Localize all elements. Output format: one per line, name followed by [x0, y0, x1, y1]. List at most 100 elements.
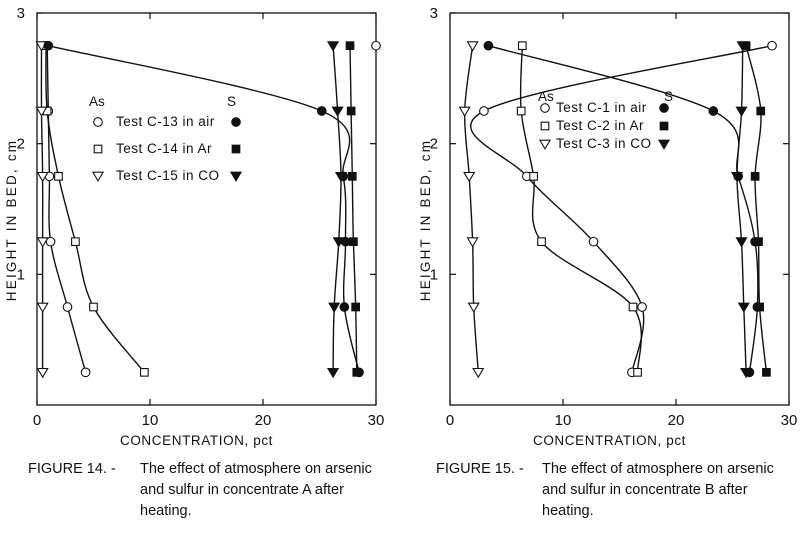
figure-14-chart: 0 10 20 30 1 2 3 CONCENTRATION, pct HEIGHT IN BE…	[4, 5, 384, 448]
figure-15-data-point-s-2	[739, 367, 753, 379]
figure-14-caption-text: The effect of atmosphere on arsenic and …	[140, 461, 372, 519]
figure-15-data-point-s-1	[750, 171, 760, 181]
figure-15-y-tick-label: 3	[430, 5, 438, 22]
figure-15-data-point-as-0	[767, 40, 777, 51]
figure-14-data-point-s-1	[349, 237, 358, 247]
figure-15-y-axis-label: HEIGHT IN BED, cm	[418, 139, 433, 301]
figure-15-data-point-as-1	[633, 367, 642, 377]
figure-14-series-line-as-0	[46, 45, 87, 373]
figure-14-data-point-as-0	[62, 302, 73, 312]
figure-15-legend-s-marker	[659, 121, 669, 131]
figure-14-x-tick-label: 0	[33, 412, 41, 429]
figure-15-data-point-as-1	[628, 302, 638, 312]
figure-15-data-point-as-0	[588, 236, 599, 247]
figure-15-data-point-as-2	[466, 237, 479, 248]
figure-15-data-point-s-2	[735, 237, 748, 248]
figure-14-y-tick-label: 3	[17, 5, 25, 22]
figure-15-legend-as-header: As	[538, 89, 554, 104]
figure-14-data-point-as-1	[54, 171, 63, 181]
figure-15-data-point-s-0	[483, 40, 494, 51]
figure-14-data-point-s-1	[347, 171, 357, 181]
figure-14-x-tick-label: 10	[142, 412, 159, 429]
figure-15-data-point-as-1	[516, 106, 526, 116]
figure-15-series-line-s-1	[745, 45, 768, 373]
figure-15-plot-frame	[449, 12, 790, 406]
figure-15-data-point-s-1	[755, 302, 764, 312]
figure-14-data-point-s-2	[331, 106, 344, 117]
figure-15-label: FIGURE 15. -	[436, 461, 524, 477]
figure-15-legend-entry: Test C-1 in air	[556, 100, 647, 115]
figure-14-legend-entry: Test C-13 in air	[116, 114, 215, 129]
figure-15-x-tick-label: 20	[668, 412, 685, 429]
figure-15-legend: As S Test C-1 in air Test C-2 in Ar Test C-3…	[538, 89, 673, 151]
figure-14-data-point-s-1	[346, 106, 356, 116]
figure-14-annotation-point	[371, 40, 381, 51]
figure-15-legend-s-header: S	[664, 89, 673, 104]
figure-15-y-tick-label: 1	[430, 266, 438, 283]
figure-15-data-point-s-0	[708, 106, 719, 116]
figure-15-series-line-s-2	[736, 45, 747, 373]
figure-15-data-point-s-2	[735, 106, 748, 117]
figure-15-x-tick-label: 10	[555, 412, 572, 429]
figure-14-label: FIGURE 14. -	[28, 461, 116, 477]
figure-14-legend-as-marker	[91, 171, 105, 182]
figure-14-data-point-s-1	[351, 302, 361, 312]
figure-15-legend-s-marker	[657, 139, 671, 150]
figure-15-data-point-as-1	[517, 41, 527, 51]
figure-15-data-point-s-1	[762, 367, 771, 377]
figure-15-data-point-s-2	[737, 302, 750, 313]
figure-14-data-point-as-0	[80, 367, 91, 378]
figure-15-data-point-s-2	[730, 171, 744, 183]
figure-14-plot-frame	[36, 12, 377, 406]
figure-15-data-point-s-1	[754, 237, 763, 247]
figure-15-data-point-s-2	[736, 41, 749, 52]
figure-14-data-point-s-2	[328, 302, 341, 313]
figure-15-legend-s-marker	[659, 103, 669, 113]
figure-15-data-point-as-2	[467, 302, 480, 313]
figure-14-data-point-as-1	[140, 367, 149, 377]
figure-14-legend-entry: Test C-14 in Ar	[116, 141, 212, 156]
figure-14-x-tick-label: 20	[255, 412, 272, 429]
figure-14-legend-s-marker	[229, 171, 243, 182]
figure-14-series-line-as-1	[45, 45, 145, 373]
figure-15-data-point-as-2	[472, 367, 485, 379]
figure-14-data-point-s-2	[332, 237, 345, 248]
figure-14-y-tick-label: 1	[17, 266, 25, 283]
figure-14-legend-as-marker	[93, 144, 103, 154]
figure-15-data-point-as-0	[637, 302, 647, 312]
figure-15-data-point-as-0	[479, 106, 489, 116]
figure-15-data-point-as-2	[463, 171, 476, 183]
figure-15-legend-entry: Test C-2 in Ar	[556, 118, 644, 133]
figure-14-data-point-as-2	[35, 106, 48, 117]
figure-14-legend: As S Test C-13 in air Test C-14 in Ar Test C…	[89, 94, 243, 183]
figure-15-chart: 0 10 20 30 1 2 3 CONCENTRATION, pct HEIGHT IN BE…	[418, 5, 797, 448]
figure-14-series-line-s-1	[349, 45, 358, 373]
figure-14-data-point-as-2	[36, 237, 49, 248]
figure-15-series-line-s-0	[488, 45, 759, 373]
figure-15-legend-as-marker	[540, 121, 550, 131]
figure-14-y-tick-label: 2	[17, 136, 25, 153]
figure-14-y-axis-label: HEIGHT IN BED, cm	[4, 139, 19, 301]
figure-15-data-point-as-1	[529, 171, 538, 181]
figure-14-data-point-as-0	[45, 236, 56, 247]
figure-14-series-line-as-2	[40, 45, 44, 373]
figure-15-data-point-as-2	[458, 106, 471, 117]
figure-14-data-point-s-0	[316, 106, 327, 116]
figure-15-data-point-as-2	[466, 41, 479, 52]
figure-14-data-point-as-1	[71, 237, 80, 247]
figure-14-x-axis-label: CONCENTRATION, pct	[120, 433, 273, 448]
figure-14-data-point-s-1	[352, 367, 362, 377]
figure-14-legend-as-header: As	[89, 94, 105, 109]
figure-14-data-point-as-2	[36, 367, 49, 379]
figure-15-data-point-as-1	[537, 237, 546, 247]
figure-14-data-point-s-2	[334, 171, 348, 183]
figure-15-data-point-s-1	[756, 106, 766, 116]
figure-15-series-line-as-0	[470, 45, 773, 373]
figure-14-data-point-as-1	[89, 302, 98, 312]
figure-14-legend-s-header: S	[227, 94, 236, 109]
figure-15-x-axis-label: CONCENTRATION, pct	[533, 433, 686, 448]
figure-14-data-point-as-2	[36, 302, 49, 313]
figure-14-data-point-s-0	[339, 302, 350, 312]
figure-15-legend-as-marker	[538, 139, 552, 150]
